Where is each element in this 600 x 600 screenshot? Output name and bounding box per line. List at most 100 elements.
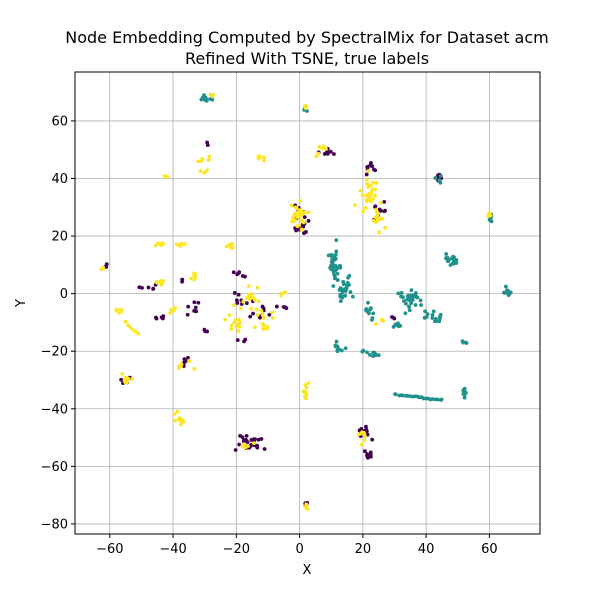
scatter-point (328, 149, 333, 154)
scatter-point (193, 272, 198, 276)
scatter-point (302, 210, 307, 215)
scatter-point (425, 312, 430, 316)
scatter-point (373, 193, 378, 198)
scatter-point (299, 212, 304, 216)
scatter-point (192, 367, 197, 371)
scatter-point (290, 219, 295, 224)
scatter-point (393, 392, 398, 397)
scatter-point (261, 316, 266, 321)
scatter-point (368, 450, 373, 455)
scatter-point (237, 324, 242, 329)
scatter-point (227, 313, 232, 317)
scatter-point (199, 97, 204, 102)
scatter-point (177, 366, 181, 371)
scatter-point (173, 418, 178, 423)
scatter-point (264, 326, 269, 331)
y-axis-label: Y (14, 299, 29, 308)
scatter-point (383, 208, 388, 213)
scatter-point (130, 377, 135, 381)
scatter-point (120, 372, 125, 376)
scatter-point (368, 307, 373, 312)
plot-frame (74, 71, 541, 535)
series-group (199, 93, 513, 402)
scatter-point (251, 311, 255, 316)
scatter-point (430, 316, 435, 320)
scatter-point (172, 412, 177, 416)
scatter-point (154, 279, 159, 284)
scatter-point (303, 505, 308, 509)
scatter-point (238, 320, 242, 325)
scatter-point (236, 329, 241, 333)
scatter-point (383, 225, 387, 230)
scatter-point (340, 288, 345, 293)
scatter-point (430, 313, 435, 317)
scatter-point (362, 449, 367, 454)
scatter-point (205, 168, 209, 173)
scatter-point (504, 284, 508, 289)
scatter-point (360, 193, 365, 198)
scatter-point (192, 300, 197, 305)
scatter-point (405, 297, 410, 302)
chart-title: Node Embedding Computed by SpectralMix f… (65, 28, 548, 47)
scatter-point (366, 169, 371, 173)
scatter-point (208, 97, 213, 101)
scatter-point (400, 393, 405, 398)
scatter-point (244, 301, 249, 306)
scatter-point (444, 252, 449, 256)
scatter-point (377, 230, 382, 235)
scatter-point (160, 242, 165, 247)
scatter-point (326, 253, 331, 258)
scatter-point (198, 169, 203, 174)
scatter-point (423, 309, 428, 314)
scatter-point (403, 311, 408, 316)
scatter-point (464, 340, 468, 345)
scatter-point (364, 199, 369, 204)
scatter-point (168, 311, 173, 315)
scatter-point (247, 294, 251, 299)
y-tick-label: −20 (41, 345, 68, 360)
scatter-point (236, 317, 241, 322)
scatter-point (335, 349, 340, 354)
scatter-point (306, 210, 311, 215)
scatter-point (186, 304, 191, 309)
scatter-point (256, 437, 261, 442)
scatter-point (267, 312, 272, 317)
scatter-point (364, 424, 368, 429)
scatter-point (402, 299, 406, 303)
scatter-point (299, 218, 304, 223)
scatter-point (183, 242, 187, 247)
scatter-point (502, 291, 507, 295)
scatter-point (373, 187, 378, 192)
y-tick-label: −60 (41, 460, 68, 475)
scatter-point (407, 308, 412, 313)
scatter-point (333, 252, 338, 257)
scatter-point (202, 170, 207, 175)
scatter-point (119, 377, 124, 382)
scatter-point (247, 284, 251, 288)
scatter-point (367, 195, 371, 200)
x-tick-label: 40 (418, 542, 435, 557)
scatter-point (114, 307, 119, 312)
scatter-point (260, 313, 265, 318)
scatter-point (229, 242, 233, 247)
scatter-point (185, 312, 190, 317)
scatter-point (242, 442, 246, 447)
scatter-point (360, 430, 364, 435)
scatter-point (233, 448, 238, 452)
scatter-point (399, 294, 403, 299)
y-tick-label: 60 (51, 114, 68, 129)
y-tick-label: 20 (51, 230, 68, 245)
scatter-point (294, 228, 298, 233)
scatter-point (374, 220, 379, 224)
scatter-point (369, 193, 373, 197)
scatter-point (421, 396, 426, 401)
scatter-point (297, 223, 301, 228)
scatter-point (462, 395, 467, 400)
scatter-point (241, 299, 246, 304)
scatter-point (261, 323, 266, 328)
scatter-point (289, 203, 294, 208)
scatter-point (123, 319, 128, 324)
scatter-point (451, 254, 455, 259)
scatter-point (298, 198, 303, 203)
scatter-point (331, 152, 336, 156)
